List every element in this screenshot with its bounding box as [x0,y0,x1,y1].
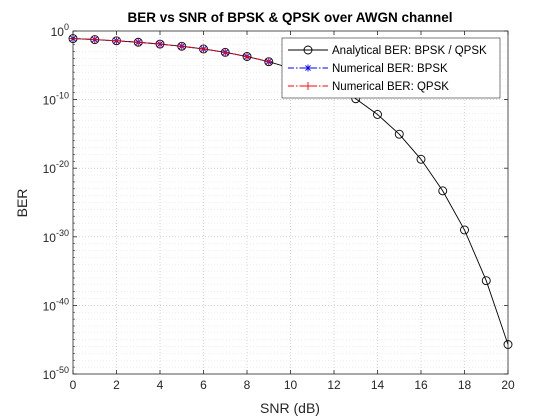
plus-marker [156,40,164,49]
y-tick-label: 10-30 [43,228,69,245]
y-axis-label: BER [14,189,30,218]
x-tick-label: 4 [157,378,164,392]
x-tick-label: 16 [414,378,428,392]
plus-marker [177,42,186,51]
legend-item: Analytical BER: BPSK / QPSK [288,45,487,57]
circle-marker [373,110,382,119]
circle-marker [460,225,469,235]
plus-marker [112,36,121,45]
x-tick-label: 8 [244,378,251,392]
asterisk-marker-d2 [305,65,311,71]
x-tick-label: 12 [327,378,341,392]
plus-marker [264,57,273,66]
x-tick-label: 14 [371,378,385,392]
x-tick-label: 18 [458,378,472,392]
circle-marker [394,129,404,139]
legend-box [281,37,501,99]
y-tick-label: 100 [51,22,69,39]
x-tick-label: 6 [200,378,207,392]
x-tick-label: 20 [501,378,515,392]
circle-marker [438,186,448,196]
legend-label: Numerical BER: BPSK [332,63,448,75]
asterisk-marker [304,64,312,72]
plus-marker [199,44,208,53]
y-tick-label: 10-50 [43,365,69,382]
plus-marker [304,82,312,90]
legend-label: Numerical BER: QPSK [332,81,449,93]
y-tick-label: 10-10 [43,91,69,108]
circle-marker [303,45,313,55]
x-tick-label: 2 [113,378,120,392]
x-tick-label: 10 [284,378,298,392]
legend: Analytical BER: BPSK / QPSK Numerical BER… [281,37,501,99]
y-tick-label: 10-20 [43,159,69,176]
x-tick-label: 0 [70,378,77,392]
circle-marker [416,154,426,164]
x-axis-label: SNR (dB) [260,400,320,416]
legend-item: Numerical BER: QPSK [288,81,449,93]
y-tick-label: 10-40 [43,296,69,313]
plus-marker [90,35,99,44]
plus-marker [134,38,143,47]
legend-label: Analytical BER: BPSK / QPSK [332,45,487,57]
circle-marker [481,276,491,286]
ticks: 0 2 4 6 8 10 12 14 16 18 20 100 10-10 10-20 10-30 10-40… [43,22,515,392]
plus-marker [221,48,230,57]
series-2 [69,34,273,66]
plus-marker [243,52,251,61]
legend-item: Numerical BER: BPSK [288,63,448,75]
series-line [72,38,269,63]
chart-title: BER vs SNR of BPSK & QPSK over AWGN chan… [127,10,452,25]
